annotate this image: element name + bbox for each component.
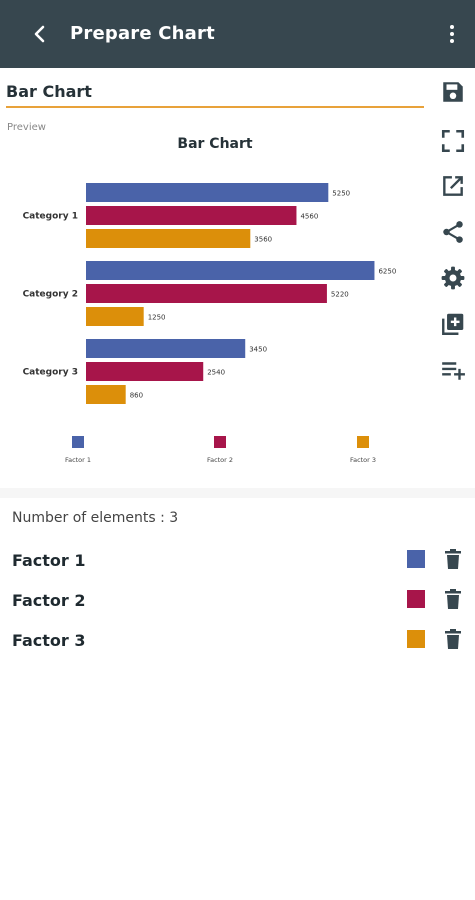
chart-title: Bar Chart	[177, 136, 253, 152]
delete-icon[interactable]	[444, 588, 462, 610]
fullscreen-icon[interactable]	[440, 128, 466, 154]
data-label: 1250	[148, 314, 166, 322]
page-title: Prepare Chart	[70, 23, 215, 44]
data-label: 4560	[300, 213, 318, 221]
app-bar: Prepare Chart	[0, 0, 475, 68]
data-label: 5220	[331, 291, 349, 299]
preview-label: Preview	[7, 122, 46, 133]
bar	[86, 229, 251, 248]
section-divider	[0, 488, 475, 498]
add-box-icon[interactable]	[440, 311, 466, 337]
factor-name: Factor 1	[12, 551, 86, 570]
delete-icon[interactable]	[444, 628, 462, 650]
element-count-label: Number of elements : 3	[12, 510, 179, 526]
color-swatch[interactable]	[407, 550, 425, 568]
open-external-icon[interactable]	[440, 173, 466, 199]
data-label: 3560	[254, 236, 272, 244]
factor-row[interactable]: Factor 2	[0, 586, 475, 616]
data-label: 3450	[249, 346, 267, 354]
bar	[86, 183, 329, 202]
legend-label: Factor 3	[350, 456, 376, 464]
legend-swatch	[72, 436, 84, 448]
color-swatch[interactable]	[407, 630, 425, 648]
settings-icon[interactable]	[440, 265, 466, 291]
data-label: 2540	[207, 369, 225, 377]
more-vert-icon[interactable]	[440, 22, 464, 46]
legend-label: Factor 2	[207, 456, 233, 464]
category-label: Category 1	[23, 212, 78, 222]
bar	[86, 284, 327, 303]
legend-swatch	[357, 436, 369, 448]
category-label: Category 2	[23, 290, 78, 300]
legend-swatch	[214, 436, 226, 448]
legend-label: Factor 1	[65, 456, 91, 464]
delete-icon[interactable]	[444, 548, 462, 570]
factor-row[interactable]: Factor 3	[0, 626, 475, 656]
bar-chart: Category 1 5250 4560 3560 Category 2 6250 5220…	[23, 183, 396, 464]
playlist-add-icon[interactable]	[440, 357, 466, 383]
bar	[86, 261, 375, 280]
data-label: 5250	[332, 190, 350, 198]
factor-name: Factor 2	[12, 591, 86, 610]
bar	[86, 385, 126, 404]
save-icon[interactable]	[440, 79, 466, 105]
factor-name: Factor 3	[12, 631, 86, 650]
factor-row[interactable]: Factor 1	[0, 546, 475, 576]
bar	[86, 362, 204, 381]
color-swatch[interactable]	[407, 590, 425, 608]
share-icon[interactable]	[440, 219, 466, 245]
bar	[86, 206, 297, 225]
data-label: 860	[130, 392, 143, 400]
chart-name-input[interactable]	[6, 78, 424, 108]
data-label: 6250	[378, 268, 396, 276]
bar	[86, 339, 246, 358]
arrow-back-icon[interactable]	[28, 22, 52, 46]
bar	[86, 307, 144, 326]
category-label: Category 3	[23, 368, 78, 378]
